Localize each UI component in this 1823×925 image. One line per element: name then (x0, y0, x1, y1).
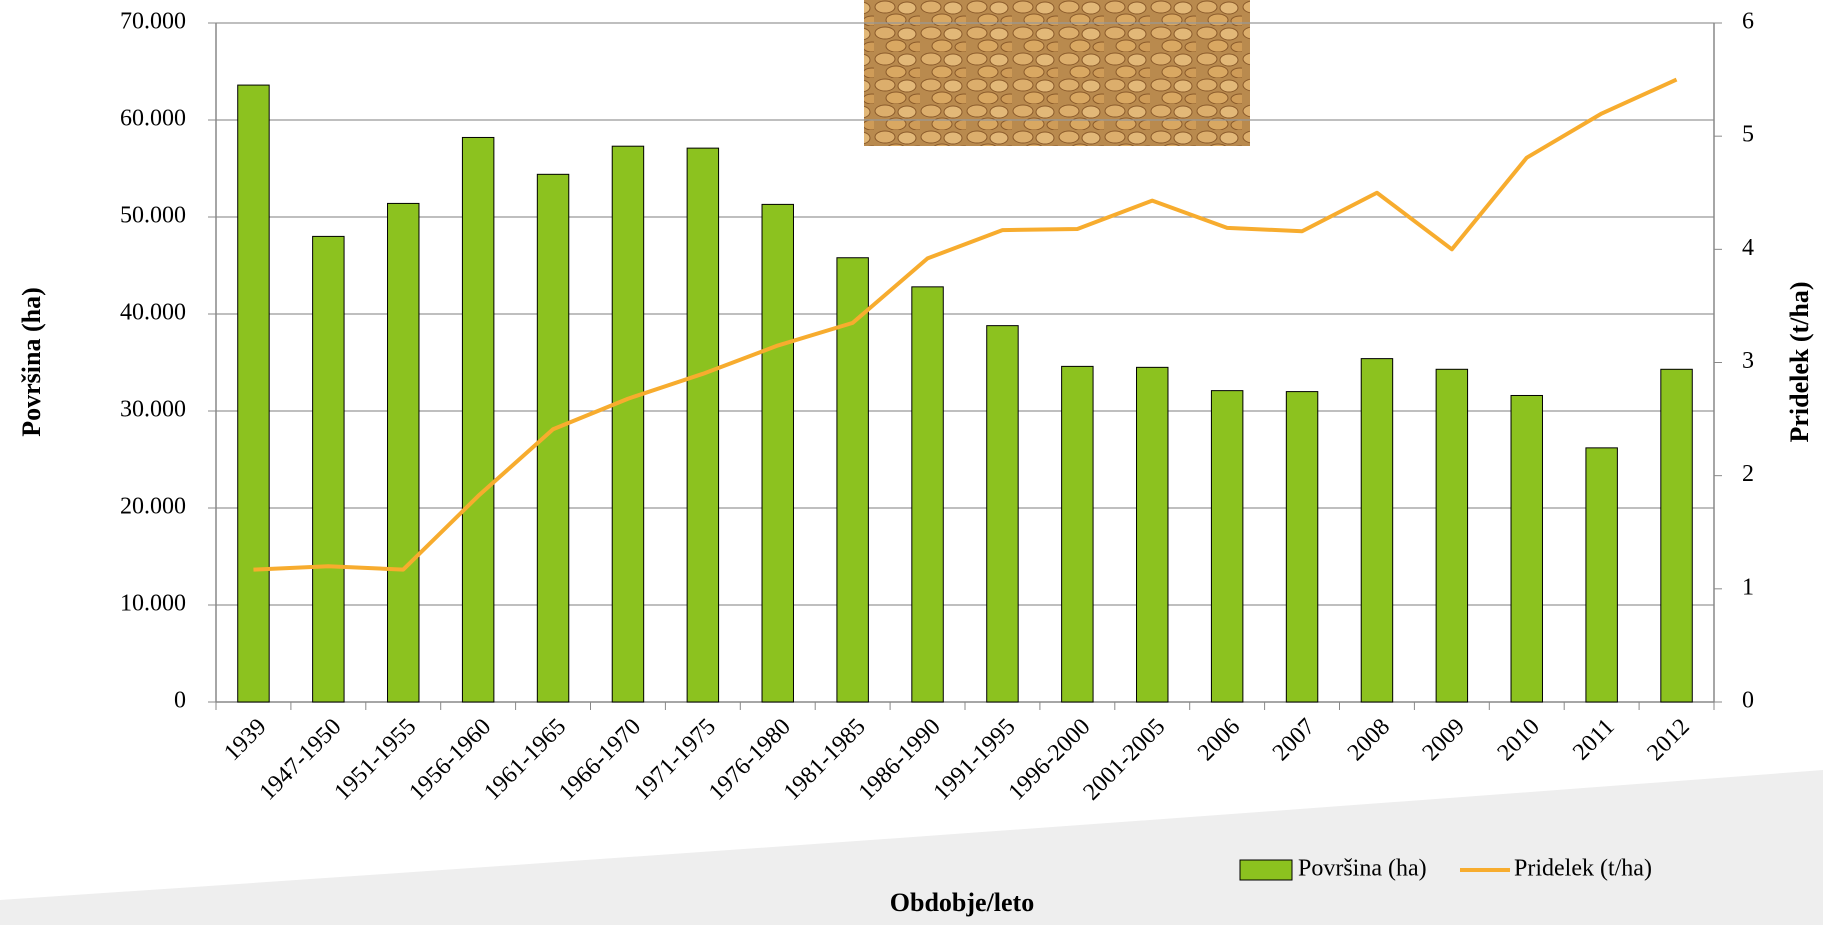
y2-tick-label: 6 (1742, 9, 1754, 35)
bar (312, 235, 345, 703)
legend-label: Pridelek (t/ha) (1514, 856, 1652, 882)
x-tick-label: 2007 (1268, 714, 1320, 766)
bar (387, 202, 420, 703)
bar (1660, 368, 1693, 703)
bar (1136, 366, 1169, 703)
bar (911, 286, 944, 703)
x-tick-label: 1939 (219, 714, 271, 766)
background-swoosh (0, 770, 1823, 925)
y-tick-label: 40.000 (120, 300, 186, 326)
y2-axis-title: Pridelek (t/ha) (1785, 281, 1814, 442)
y-tick-label: 70.000 (120, 9, 186, 35)
bar (1585, 447, 1618, 703)
x-tick-label: 2009 (1418, 714, 1470, 766)
y2-tick-label: 5 (1742, 122, 1754, 148)
y-tick-label: 0 (174, 688, 186, 714)
legend-label: Površina (ha) (1298, 856, 1427, 882)
y2-tick-label: 2 (1742, 461, 1754, 487)
bar (611, 145, 645, 703)
bar (1435, 368, 1469, 703)
x-axis-title: Obdobje/leto (890, 888, 1034, 917)
bar (237, 84, 270, 703)
legend-swatch (1239, 859, 1293, 881)
x-tick-label: 2006 (1193, 714, 1245, 766)
y-tick-label: 50.000 (120, 203, 186, 229)
bar (461, 136, 495, 703)
y2-tick-label: 1 (1742, 574, 1754, 600)
y-tick-label: 60.000 (120, 106, 186, 132)
y-tick-label: 10.000 (120, 591, 186, 617)
x-tick-label: 2012 (1642, 714, 1694, 766)
y2-tick-label: 0 (1742, 688, 1754, 714)
bar (1510, 394, 1543, 703)
line (253, 77, 1678, 572)
bar (761, 203, 794, 703)
wheat-image (864, 0, 1250, 146)
bar (686, 147, 720, 703)
bar (986, 325, 1019, 703)
x-tick-label: 2001-2005 (1078, 714, 1170, 806)
bar (1061, 365, 1094, 703)
y2-tick-label: 4 (1742, 235, 1754, 261)
y2-tick-label: 3 (1742, 348, 1754, 374)
bar (836, 257, 869, 703)
y-tick-label: 20.000 (120, 494, 186, 520)
bar (1285, 391, 1319, 703)
x-tick-label: 2011 (1568, 714, 1620, 766)
y-tick-label: 30.000 (120, 397, 186, 423)
x-tick-label: 2010 (1493, 714, 1545, 766)
y-axis-title: Površina (ha) (17, 287, 46, 437)
bar (1210, 390, 1244, 703)
bar (1360, 358, 1394, 703)
x-tick-label: 2008 (1343, 714, 1395, 766)
